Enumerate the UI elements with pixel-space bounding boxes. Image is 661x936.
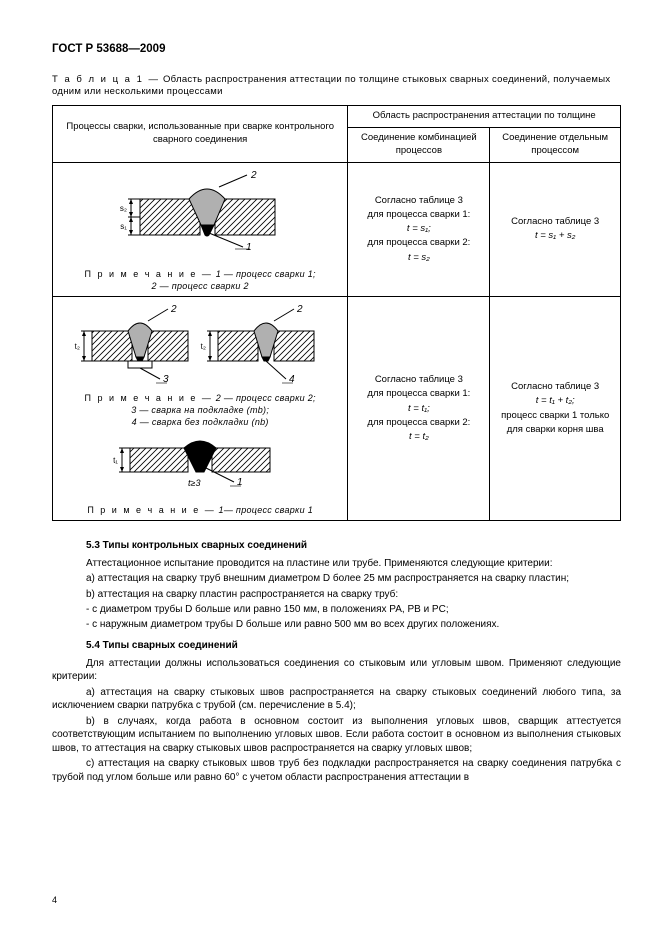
p-5-3-b1: - с диаметром трубы D больше или равно 1… [86,603,621,617]
label-1: 1 [246,242,252,253]
row1-mid: Согласно таблице 3 для процесса сварки 1… [348,162,490,296]
svg-text:3: 3 [163,374,169,385]
p-5-4-c: c) аттестация на сварку стыковых швов тр… [52,757,621,784]
p-5-4-intro: Для аттестации должны использоваться сое… [52,657,621,684]
row1-right: Согласно таблице 3 t = s₁ + s₂ [490,162,621,296]
label-s2: s₂ [120,204,127,213]
svg-text:t₂: t₂ [201,342,206,351]
p-5-3-b: b) аттестация на сварку пластин распрост… [52,588,621,602]
header-left: Процессы сварки, использованные при свар… [53,106,348,162]
p-5-3-a: a) аттестация на сварку труб внешним диа… [52,572,621,586]
row2-diagram-cell: 2 3 t₂ 2 [53,296,348,521]
row2-note-bottom: П р и м е ч а н и е — 1— процесс сварки … [59,504,341,516]
body-text: 5.3 Типы контрольных сварных соединений … [52,539,621,784]
page-number: 4 [52,894,57,906]
header-sub-right: Соединение отдельным процессом [490,127,621,162]
header-sub-left: Соединение комбинацией процессов [348,127,490,162]
note-lead: П р и м е ч а н и е — [87,505,215,515]
row1-note: П р и м е ч а н и е — 1 — процесс сварки… [59,268,341,292]
section-5-3-heading: 5.3 Типы контрольных сварных соединений [86,539,621,553]
row1-diagram-cell: 2 1 s₂ s₁ [53,162,348,296]
svg-text:t₁: t₁ [113,456,118,465]
note-lead: П р и м е ч а н и е — [85,269,213,279]
section-5-4-heading: 5.4 Типы сварных соединений [86,639,621,653]
weld-diagram-2-bottom: 1 t₁ t≥3 [100,428,300,498]
svg-text:2: 2 [296,304,303,315]
row2-mid: Согласно таблице 3 для процесса сварки 1… [348,296,490,521]
svg-text:2: 2 [170,304,177,315]
p-5-4-a: a) аттестация на сварку стыковых швов ра… [52,686,621,713]
label-s1: s₁ [120,222,127,231]
qualification-table: Процессы сварки, использованные при свар… [52,105,621,521]
note-c: 4 — сварка без подкладки (nb) [132,417,269,427]
table-caption-lead: Т а б л и ц а 1 — [52,74,160,85]
note-body: 1— процесс сварки 1 [219,505,314,515]
svg-text:4: 4 [289,374,295,385]
row2-note-top: П р и м е ч а н и е — 2 — процесс сварки… [59,392,341,428]
label-2: 2 [250,170,257,181]
svg-text:t≥3: t≥3 [188,478,200,488]
document-id: ГОСТ Р 53688—2009 [52,42,621,58]
p-5-4-b: b) в случаях, когда работа в основном со… [52,715,621,756]
note-body1: 1 — процесс сварки 1; [216,269,316,279]
weld-diagram-1: 2 1 s₂ s₁ [85,167,315,262]
p-5-3-b2: - с наружным диаметром трубы D больше ил… [86,618,621,632]
note-b: 3 — сварка на подкладке (mb); [131,405,269,415]
p-5-3-intro: Аттестационное испытание проводится на п… [52,557,621,571]
note-lead: П р и м е ч а н и е — [85,393,213,403]
svg-text:t₂: t₂ [75,342,80,351]
header-right-top: Область распространения аттестации по то… [348,106,621,128]
row2-right: Согласно таблице 3 t = t₁ + t₂; процесс … [490,296,621,521]
weld-diagram-2-top: 2 3 t₂ 2 [70,301,330,386]
note-body2: 2 — процесс сварки 2 [152,281,249,291]
table-caption: Т а б л и ц а 1 — Область распространени… [52,74,621,100]
svg-text:1: 1 [237,477,243,488]
note-a: 2 — процесс сварки 2; [216,393,316,403]
